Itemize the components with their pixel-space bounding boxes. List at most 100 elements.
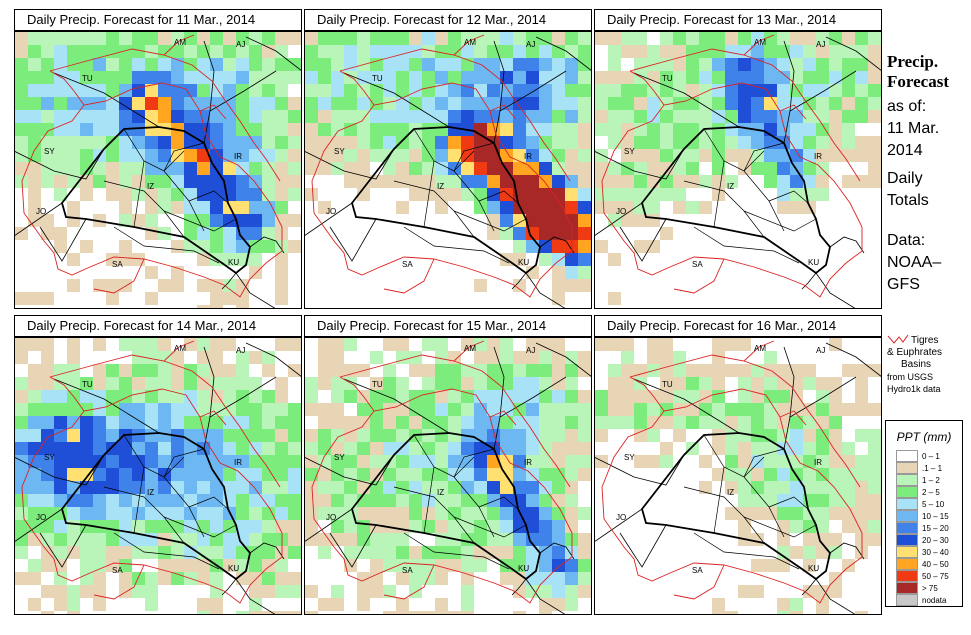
precip-cell [132,468,145,481]
precip-cell [145,201,158,214]
forecast-panel-16-mar: Daily Precip. Forecast for 16 Mar., 2014… [594,315,882,615]
precip-cell [28,403,41,416]
precip-cell [262,123,275,136]
precip-cell [803,559,816,572]
precip-cell [249,32,262,45]
precip-cell [738,45,751,58]
precip-cell [106,175,119,188]
precip-cell [106,188,119,201]
precip-cell [552,377,565,390]
precip-cell [223,292,236,305]
precip-cell [539,201,552,214]
precip-cell [357,442,370,455]
precip-cell [331,390,344,403]
precip-cell [435,559,448,572]
precip-cell [93,110,106,123]
precip-cell [80,572,93,585]
precip-cell [725,136,738,149]
country-border [511,272,527,290]
precip-cell [595,338,608,351]
precip-cell [305,481,318,494]
precip-cell [344,455,357,468]
precip-cell [288,149,301,162]
precip-cell [184,559,197,572]
precip-cell [539,227,552,240]
precip-cell [634,403,647,416]
country-border [53,72,160,128]
precip-cell [686,442,699,455]
precip-cell [370,351,383,364]
precip-cell [565,45,578,58]
precip-cell [725,110,738,123]
precip-cell [725,429,738,442]
precip-cell [54,559,67,572]
precip-cell [383,97,396,110]
country-label-ir: IR [814,152,822,161]
precip-cell [829,585,842,598]
precip-cell [409,442,422,455]
precip-cell [80,188,93,201]
precip-cell [487,227,500,240]
country-label-sy: SY [334,147,345,156]
precip-cell [816,546,829,559]
precip-cell [660,149,673,162]
precip-cell [578,45,591,58]
precip-cell [262,390,275,403]
precip-cell [777,481,790,494]
precip-cell [526,338,539,351]
country-border [343,72,450,128]
precip-cell [132,585,145,598]
precip-cell [54,598,67,611]
precip-cell [621,84,634,97]
precip-cell [15,32,28,45]
precip-cell [816,97,829,110]
precip-cell [331,110,344,123]
precip-cell [660,416,673,429]
legend-swatch [896,474,918,486]
country-label-am: AM [464,38,476,47]
precip-cell [608,377,621,390]
precip-cell [539,45,552,58]
precip-cell [249,520,262,533]
precip-cell [132,494,145,507]
precip-cell [106,429,119,442]
precip-cell [565,58,578,71]
precip-cell [67,253,80,266]
precip-cell [28,58,41,71]
precip-cell [621,390,634,403]
precip-cell [500,455,513,468]
precip-cell [249,162,262,175]
precip-cell [383,71,396,84]
legend-item: 50 – 75 [886,570,962,582]
precip-cell [435,598,448,611]
precip-cell [383,494,396,507]
precip-cell [223,468,236,481]
basin-boundary [339,70,375,106]
precip-cell [790,611,803,614]
precip-cell [262,351,275,364]
precip-cell [673,84,686,97]
precip-cell [673,123,686,136]
precip-cell [660,45,673,58]
country-border [539,236,575,254]
precip-cell [145,71,158,84]
precip-cell [119,416,132,429]
precip-cell [552,520,565,533]
precip-cell [106,468,119,481]
precip-cell [288,585,301,598]
precip-cell [396,390,409,403]
precip-cell [474,468,487,481]
precip-cell [513,468,526,481]
precip-cell [288,416,301,429]
precip-cell [500,494,513,507]
precip-cell [552,546,565,559]
precip-cell [15,338,28,351]
precip-cell [803,442,816,455]
precip-cell [552,240,565,253]
precip-cell [738,390,751,403]
precip-cell [305,71,318,84]
legend-swatch [896,546,918,558]
province-border [163,210,237,232]
precip-cell [764,468,777,481]
precip-cell [275,416,288,429]
